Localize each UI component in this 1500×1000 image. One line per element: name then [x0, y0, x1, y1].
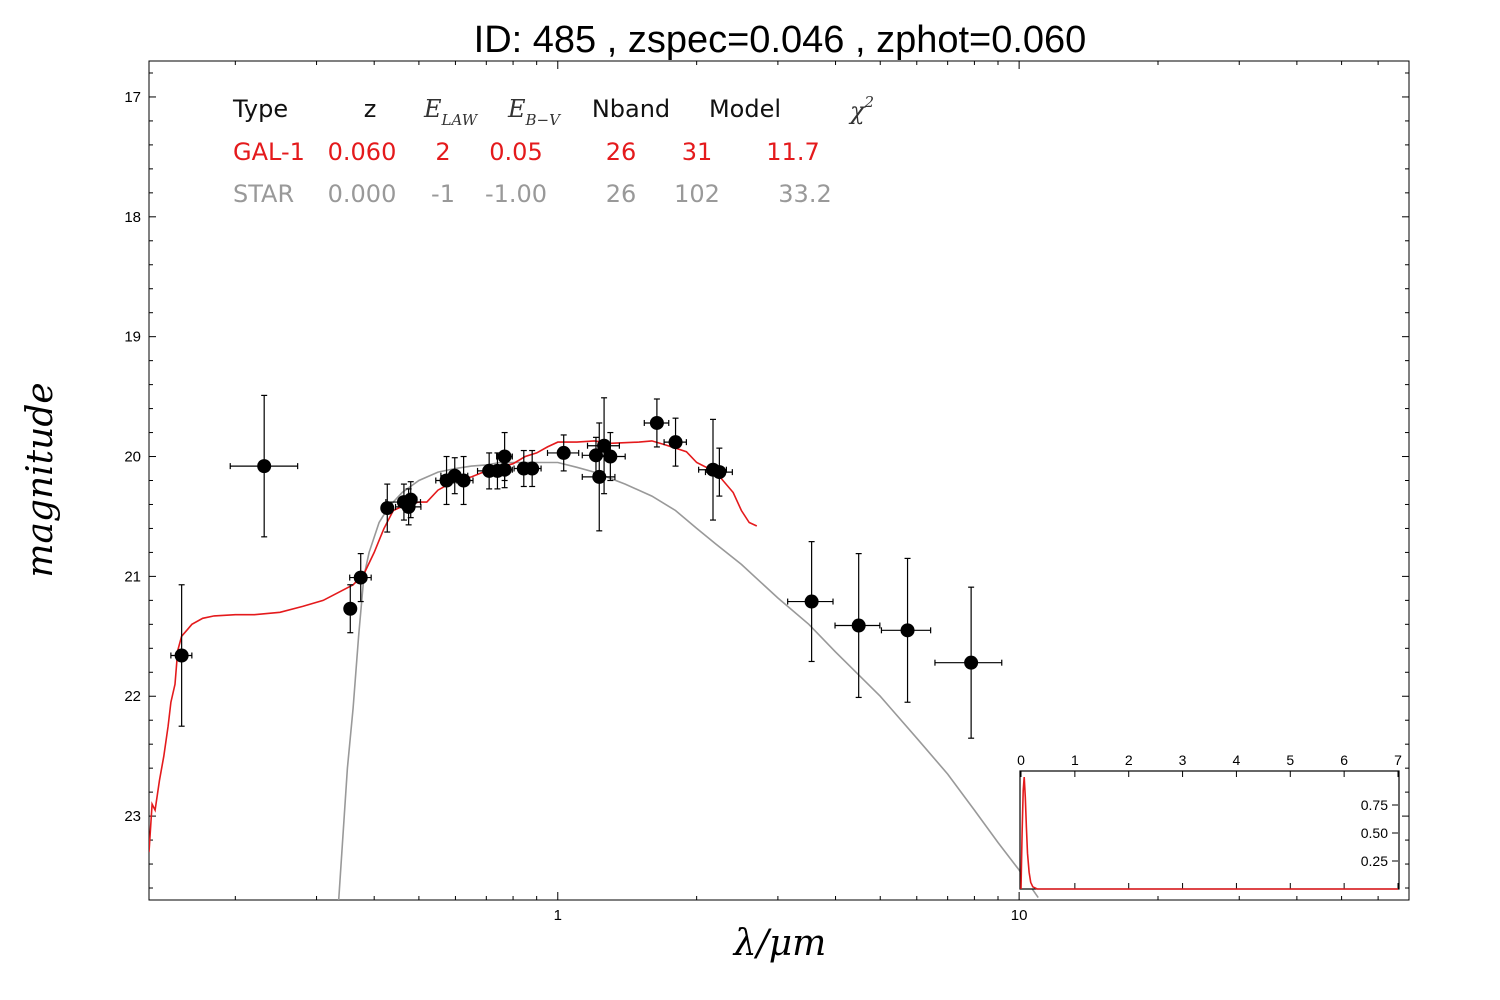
- data-point-marker: [353, 570, 368, 585]
- photometry-point: [453, 455, 474, 506]
- photometry-point: [522, 449, 542, 488]
- photometry-point: [496, 451, 513, 489]
- chart-title: ID: 485 , zspec=0.046 , zphot=0.060: [474, 19, 1087, 61]
- data-point-marker: [525, 461, 540, 476]
- fit-row-ebv: 0.05: [489, 138, 542, 166]
- col-type-header: Type: [232, 95, 288, 123]
- col-elaw-header: ELAW: [423, 95, 479, 129]
- inset-y-tick-label: 0.75: [1361, 797, 1388, 813]
- data-point-marker: [592, 469, 607, 484]
- fit-row-model: 102: [674, 180, 720, 208]
- data-point-marker: [712, 465, 727, 480]
- inset-curve: [1020, 776, 1398, 890]
- photometry-point: [403, 481, 418, 519]
- fit-row-nband: 26: [606, 138, 637, 166]
- col-ebv-header: EB−V: [507, 95, 562, 129]
- photometry-point: [170, 584, 193, 727]
- data-point-marker: [964, 655, 979, 670]
- data-point-marker: [556, 445, 571, 460]
- x-axis-label: λ/μm: [732, 923, 826, 964]
- data-point-marker: [597, 438, 612, 453]
- photometry-point: [349, 553, 372, 603]
- data-point-marker: [174, 648, 189, 663]
- y-tick-label: 23: [124, 808, 141, 825]
- data-point-marker: [900, 623, 915, 638]
- fit-row-ebv: -1.00: [485, 180, 547, 208]
- col-chi2-header: χ2: [848, 93, 874, 125]
- photometry-point: [593, 431, 626, 482]
- data-point-marker: [497, 462, 512, 477]
- data-point-marker: [603, 449, 618, 464]
- photometry-point: [704, 447, 733, 497]
- inset-x-tick-label: 2: [1125, 752, 1133, 768]
- data-point-marker: [851, 618, 866, 633]
- fit-row-z: 0.000: [328, 180, 397, 208]
- inset-frame: [1019, 770, 1400, 890]
- fit-row-type: GAL-1: [233, 138, 305, 166]
- inset-x-tick-label: 3: [1179, 752, 1187, 768]
- fit-row-chi2: 33.2: [778, 180, 831, 208]
- data-point-marker: [649, 415, 664, 430]
- y-tick-label: 21: [124, 568, 141, 585]
- data-point-marker: [380, 501, 395, 516]
- model-curves: [149, 440, 1039, 900]
- y-tick-label: 17: [124, 89, 141, 106]
- data-point-marker: [456, 473, 471, 488]
- photometry-point: [380, 483, 395, 533]
- photometry-point: [586, 397, 620, 495]
- y-tick-label: 22: [124, 688, 141, 705]
- inset-x-tick-label: 0: [1017, 752, 1025, 768]
- inset-x-tick-label: 6: [1340, 752, 1348, 768]
- y-tick-label: 19: [124, 329, 141, 346]
- col-z-header: z: [364, 95, 377, 123]
- photometry-point: [787, 541, 834, 663]
- y-tick-label: 18: [124, 209, 141, 226]
- x-tick-label: 1: [554, 907, 562, 924]
- data-point-marker: [257, 459, 272, 474]
- x-tick-label: 10: [1011, 907, 1028, 924]
- data-point-marker: [668, 435, 683, 450]
- fit-row-z: 0.060: [328, 138, 397, 166]
- inset-pdz: 0 1 2 3 4 5 6 7 0.25 0.50 0.75: [1017, 752, 1402, 890]
- inset-x-tick-label: 7: [1394, 752, 1402, 768]
- photometry-point: [880, 557, 932, 703]
- photometry-point: [934, 586, 1003, 739]
- y-axis-label: magnitude: [20, 382, 61, 577]
- pdz-curve: [1020, 776, 1398, 890]
- fit-row-chi2: 11.7: [766, 138, 819, 166]
- fit-row-elaw: 2: [435, 138, 450, 166]
- inset-x-tick-label: 5: [1286, 752, 1294, 768]
- y-tick-label: 20: [124, 449, 141, 466]
- fit-row-model: 31: [682, 138, 713, 166]
- photometry-points: [170, 394, 1003, 739]
- fit-row-nband: 26: [606, 180, 637, 208]
- col-model-header: Model: [709, 95, 781, 123]
- photometry-point: [229, 394, 299, 538]
- photometry-point: [546, 434, 580, 472]
- col-nband-header: Nband: [592, 95, 670, 123]
- data-point-marker: [343, 601, 358, 616]
- galaxy-template-curve: [337, 461, 1039, 900]
- data-point-marker: [403, 492, 418, 507]
- fit-row-type: STAR: [233, 180, 294, 208]
- inset-y-tick-label: 0.25: [1361, 853, 1388, 869]
- data-point-marker: [804, 594, 819, 609]
- star-template-curve: [149, 440, 758, 853]
- photometry-point: [643, 398, 670, 448]
- fit-row-elaw: -1: [431, 180, 455, 208]
- photometry-point: [663, 417, 687, 467]
- fit-table-rows: GAL-1 0.060 2 0.05 26 31 11.7 STAR 0.000 -1 -1.00 2…: [233, 138, 832, 208]
- fit-table: Type z ELAW EB−V Nband Model χ2 GAL-1 0.0…: [232, 93, 874, 208]
- inset-x-tick-label: 4: [1233, 752, 1241, 768]
- inset-axis-ticks: 0 1 2 3 4 5 6 7 0.25 0.50 0.75: [1017, 752, 1402, 889]
- inset-x-tick-label: 1: [1071, 752, 1079, 768]
- photometry-point: [834, 553, 881, 699]
- inset-y-tick-label: 0.50: [1361, 825, 1388, 841]
- photometry-point: [343, 584, 358, 634]
